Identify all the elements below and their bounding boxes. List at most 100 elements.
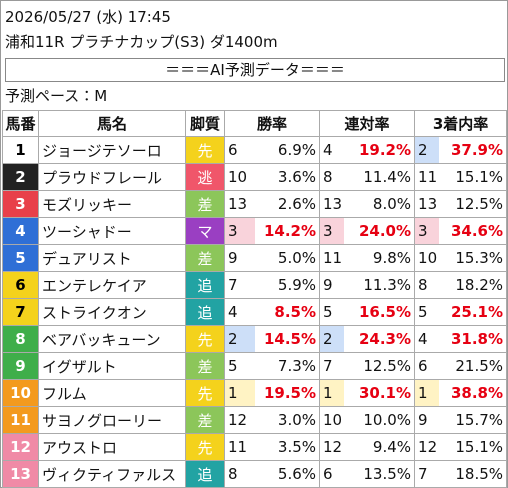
horse-number: 12 — [2, 433, 39, 461]
rate: 31.8% — [438, 325, 508, 353]
rate: 5.6% — [254, 460, 321, 488]
rank: 1 — [224, 379, 255, 407]
rate: 15.3% — [438, 244, 508, 272]
rate: 19.2% — [343, 136, 416, 164]
running-style: 先 — [185, 433, 225, 461]
rank: 1 — [414, 379, 439, 407]
rank: 11 — [224, 433, 255, 461]
rate: 14.5% — [254, 325, 321, 353]
running-style: マ — [185, 217, 225, 245]
horse-number: 13 — [2, 460, 39, 488]
horse-row: 5 デュアリスト差 9 5.0% 11 9.8% 10 15.3% — [2, 244, 508, 272]
column-header: 脚質 — [185, 110, 225, 137]
horse-name: ジョージテソーロ — [38, 136, 186, 164]
horse-name: デュアリスト — [38, 244, 186, 272]
rank: 8 — [319, 163, 344, 191]
horse-name: モズリッキー — [38, 190, 186, 218]
rank: 5 — [414, 298, 439, 326]
rank: 12 — [319, 433, 344, 461]
horse-row: 8 ベアバッキューン先 2 14.5% 2 24.3% 4 31.8% — [2, 325, 508, 353]
rank: 3 — [319, 217, 344, 245]
rank: 7 — [414, 460, 439, 488]
column-header: 連対率 — [319, 110, 416, 137]
datetime: 2026/05/27 (水) 17:45 — [5, 8, 171, 26]
rank: 2 — [414, 136, 439, 164]
rank: 3 — [224, 217, 255, 245]
horse-row: 12 アウストロ先 11 3.5% 12 9.4% 12 15.1% — [2, 433, 508, 461]
horse-number: 3 — [2, 190, 39, 218]
horse-name: イグザルト — [38, 352, 186, 380]
horse-row: 4 ツーシャドーマ 3 14.2% 3 24.0% 3 34.6% — [2, 217, 508, 245]
rate: 18.5% — [438, 460, 508, 488]
running-style: 差 — [185, 406, 225, 434]
rank: 11 — [414, 163, 439, 191]
horse-name: アウストロ — [38, 433, 186, 461]
column-header: 3着内率 — [414, 110, 508, 137]
horse-name: エンテレケイア — [38, 271, 186, 299]
horse-row: 3 モズリッキー差 13 2.6% 13 8.0% 13 12.5% — [2, 190, 508, 218]
rank: 13 — [319, 190, 344, 218]
rate: 16.5% — [343, 298, 416, 326]
rank: 8 — [224, 460, 255, 488]
running-style: 逃 — [185, 163, 225, 191]
horse-number: 9 — [2, 352, 39, 380]
rank: 4 — [414, 325, 439, 353]
rank: 7 — [319, 352, 344, 380]
horse-row: 10 フルム先 1 19.5% 1 30.1% 1 38.8% — [2, 379, 508, 407]
rate: 3.5% — [254, 433, 321, 461]
rate: 9.8% — [343, 244, 416, 272]
horse-name: ヴィクティファルス — [38, 460, 186, 488]
rank: 10 — [319, 406, 344, 434]
horse-name: プラウドフレール — [38, 163, 186, 191]
horse-name: フルム — [38, 379, 186, 407]
horse-name: ベアバッキューン — [38, 325, 186, 353]
rate: 7.3% — [254, 352, 321, 380]
column-header: 馬名 — [38, 110, 186, 137]
rate: 9.4% — [343, 433, 416, 461]
horse-row: 2 プラウドフレール逃 10 3.6% 8 11.4% 11 15.1% — [2, 163, 508, 191]
rank: 2 — [319, 325, 344, 353]
horse-number: 4 — [2, 217, 39, 245]
running-style: 追 — [185, 460, 225, 488]
rate: 12.5% — [343, 352, 416, 380]
horse-row: 6 エンテレケイア追 7 5.9% 9 11.3% 8 18.2% — [2, 271, 508, 299]
horse-number: 6 — [2, 271, 39, 299]
rank: 4 — [319, 136, 344, 164]
banner: ＝＝＝AI予測データ＝＝＝ — [5, 58, 505, 82]
rate: 8.0% — [343, 190, 416, 218]
pace: 予測ペース：M — [5, 87, 108, 105]
horse-name: ストライクオン — [38, 298, 186, 326]
rank: 9 — [224, 244, 255, 272]
rate: 15.1% — [438, 163, 508, 191]
rate: 5.0% — [254, 244, 321, 272]
rate: 24.3% — [343, 325, 416, 353]
rank: 13 — [414, 190, 439, 218]
rate: 30.1% — [343, 379, 416, 407]
rate: 25.1% — [438, 298, 508, 326]
horse-row: 13 ヴィクティファルス追 8 5.6% 6 13.5% 7 18.5% — [2, 460, 508, 488]
column-header: 勝率 — [223, 110, 321, 137]
horse-number: 1 — [2, 136, 39, 164]
rate: 19.5% — [254, 379, 321, 407]
rate: 5.9% — [254, 271, 321, 299]
rank: 1 — [319, 379, 344, 407]
rate: 12.5% — [438, 190, 508, 218]
rank: 12 — [414, 433, 439, 461]
rate: 15.7% — [438, 406, 508, 434]
rank: 6 — [414, 352, 439, 380]
running-style: 差 — [185, 190, 225, 218]
rate: 11.4% — [343, 163, 416, 191]
race-info: 浦和11R プラチナカップ(S3) ダ1400m — [5, 33, 278, 51]
rank: 9 — [319, 271, 344, 299]
rank: 6 — [224, 136, 255, 164]
rate: 11.3% — [343, 271, 416, 299]
rate: 3.0% — [254, 406, 321, 434]
running-style: 差 — [185, 244, 225, 272]
rank: 5 — [224, 352, 255, 380]
rank: 9 — [414, 406, 439, 434]
horse-number: 5 — [2, 244, 39, 272]
running-style: 先 — [185, 325, 225, 353]
header-row: 馬番 馬名 脚質 勝率 連対率 3着内率 — [2, 110, 508, 137]
rate: 15.1% — [438, 433, 508, 461]
rate: 6.9% — [254, 136, 321, 164]
